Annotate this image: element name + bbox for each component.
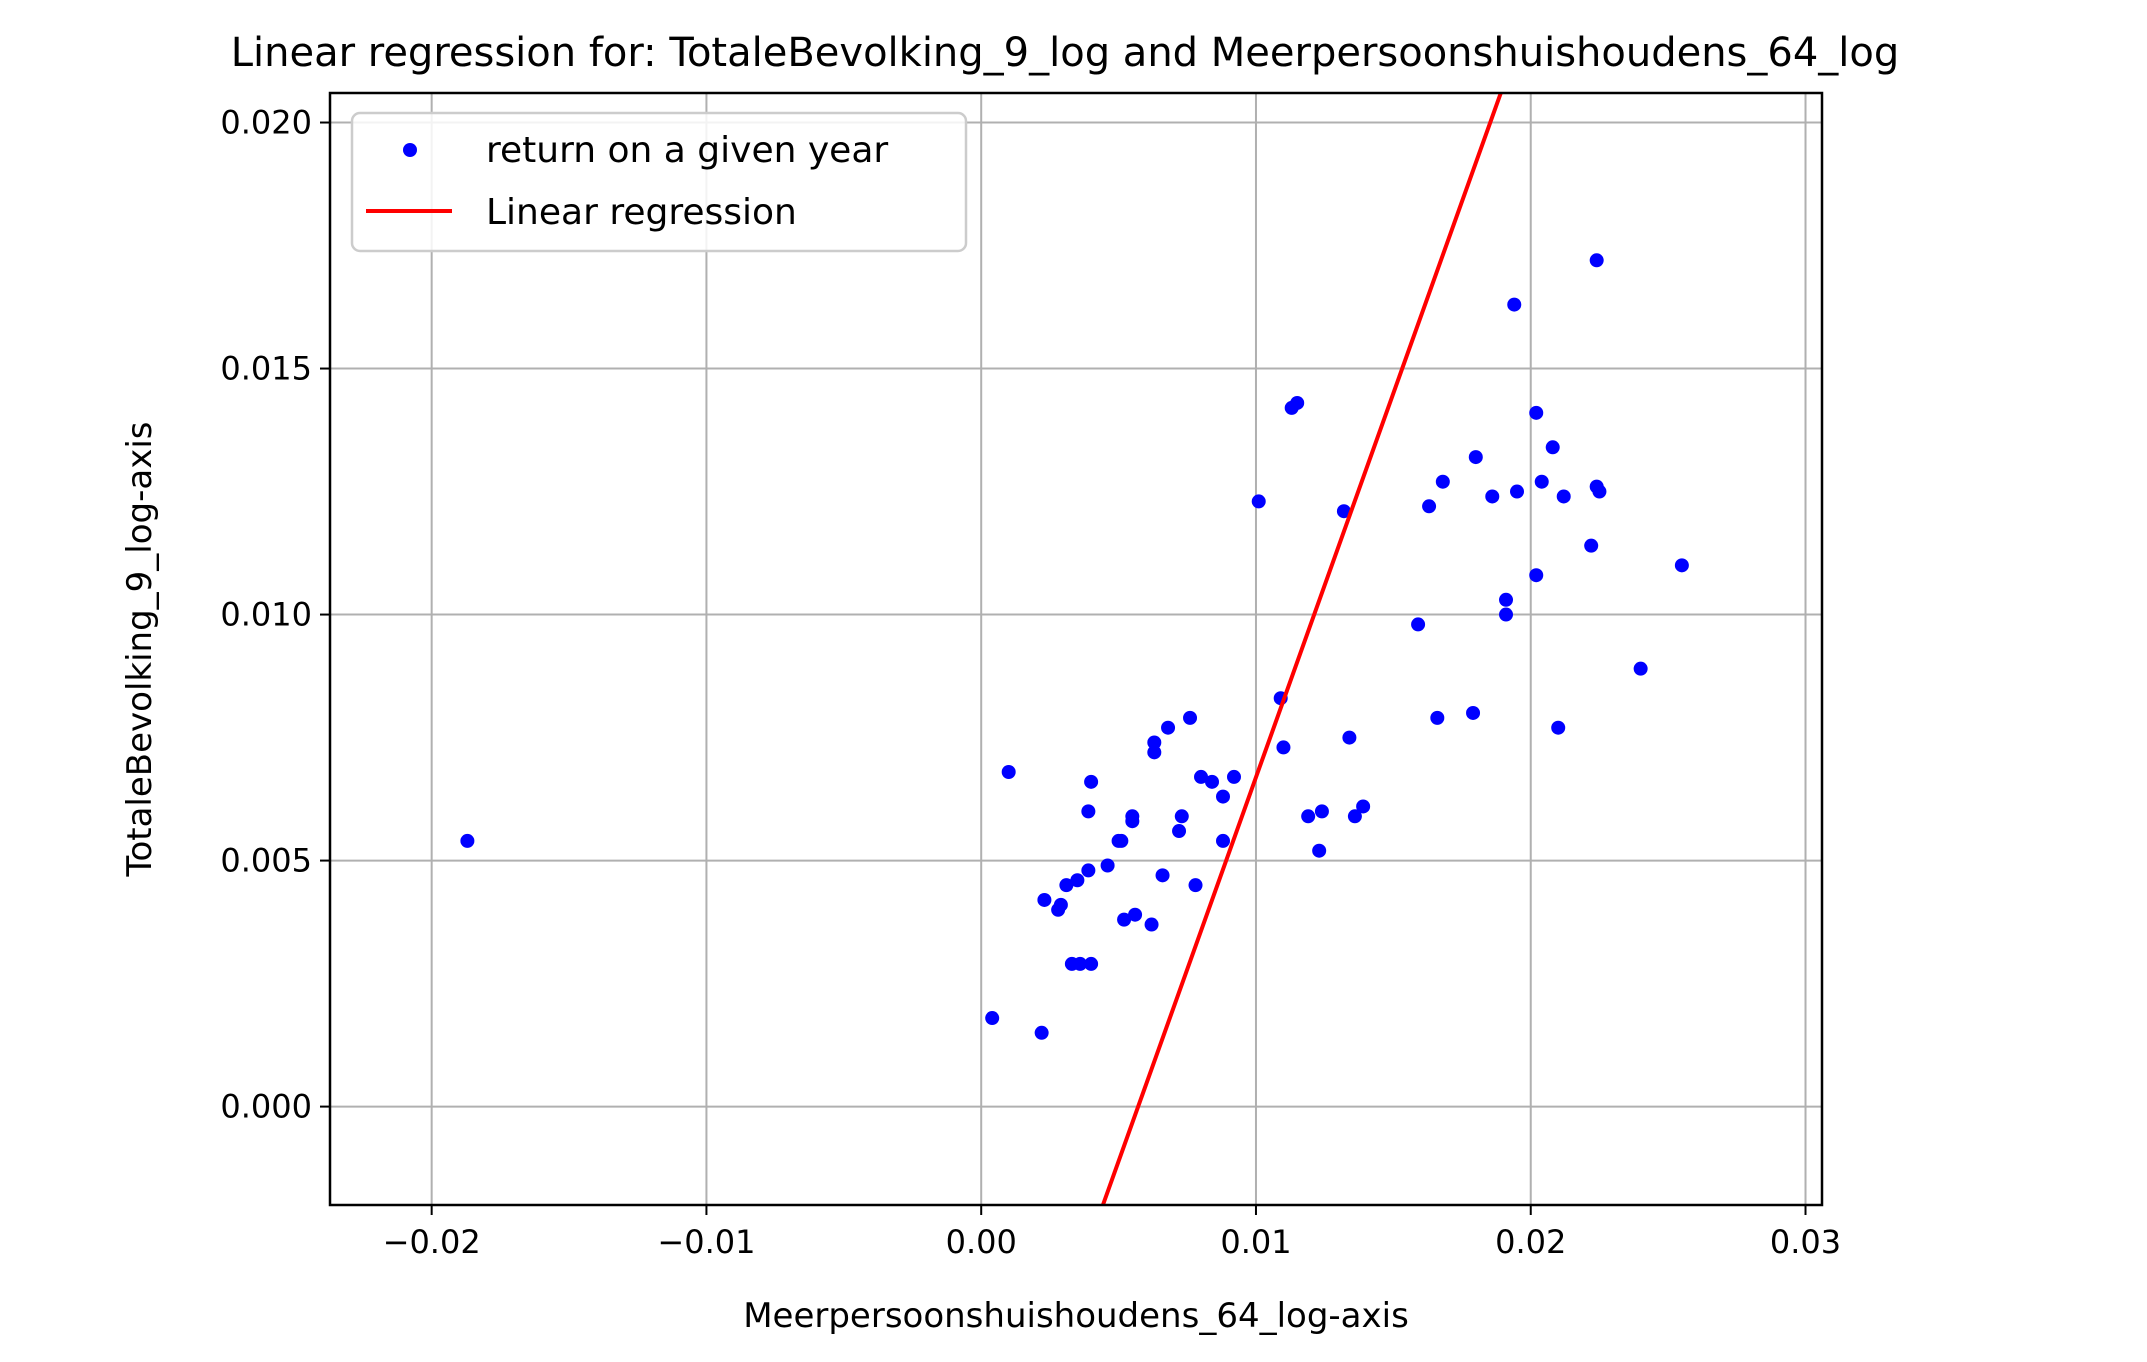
chart-title: Linear regression for: TotaleBevolking_9… — [231, 30, 1900, 76]
scatter-point — [1534, 474, 1549, 489]
x-tick-label: −0.01 — [657, 1223, 755, 1261]
scatter-point — [1276, 740, 1291, 755]
y-tick-label: 0.020 — [220, 104, 312, 142]
scatter-point — [1216, 789, 1231, 804]
scatter-point — [1556, 489, 1571, 504]
scatter-point — [1172, 824, 1187, 839]
scatter-point — [1633, 661, 1648, 676]
scatter-point — [1117, 912, 1132, 927]
scatter-point — [1226, 769, 1241, 784]
scatter-point — [1545, 440, 1560, 455]
scatter-point — [1205, 774, 1220, 789]
scatter-point — [1435, 474, 1450, 489]
x-tick-label: 0.00 — [946, 1223, 1017, 1261]
scatter-point — [1084, 774, 1099, 789]
data-layer — [460, 92, 1689, 1206]
scatter-point — [1342, 730, 1357, 745]
scatter-point — [1034, 1025, 1049, 1040]
scatter-point — [1430, 710, 1445, 725]
y-tick-label: 0.005 — [220, 842, 312, 880]
x-axis-label: Meerpersoonshuishoudens_64_log-axis — [743, 1296, 1409, 1336]
scatter-point — [1584, 538, 1599, 553]
y-axis-label: TotaleBevolking_9_log-axis — [120, 421, 160, 877]
scatter-point — [1411, 617, 1426, 632]
scatter-point — [1183, 710, 1198, 725]
legend-label-line: Linear regression — [486, 192, 797, 233]
scatter-point — [1070, 873, 1085, 888]
scatter-point — [1466, 705, 1481, 720]
scatter-point — [1081, 804, 1096, 819]
scatter-point — [1674, 558, 1689, 573]
x-tick-label: −0.02 — [383, 1223, 481, 1261]
scatter-point — [1485, 489, 1500, 504]
scatter-point — [1529, 568, 1544, 583]
scatter-point — [1314, 804, 1329, 819]
scatter-point — [1301, 809, 1316, 824]
scatter-point — [1073, 956, 1088, 971]
scatter-point — [1529, 405, 1544, 420]
scatter-point — [1144, 917, 1159, 932]
scatter-point — [1084, 956, 1099, 971]
x-tick-label: 0.03 — [1770, 1223, 1841, 1261]
scatter-point — [1114, 833, 1129, 848]
scatter-point — [460, 833, 475, 848]
scatter-point — [1188, 878, 1203, 893]
scatter-point — [1081, 863, 1096, 878]
scatter-point — [1356, 799, 1371, 814]
scatter-point — [1161, 720, 1176, 735]
scatter-point — [1347, 809, 1362, 824]
scatter-point — [1059, 878, 1074, 893]
x-tick-label: 0.01 — [1220, 1223, 1291, 1261]
scatter-point — [1216, 833, 1231, 848]
scatter-point — [1510, 484, 1525, 499]
legend: return on a given year Linear regression — [350, 111, 968, 253]
scatter-point — [1468, 450, 1483, 465]
y-tick-label: 0.015 — [220, 350, 312, 388]
scatter-point — [1174, 809, 1189, 824]
scatter-point — [1592, 484, 1607, 499]
scatter-point — [1422, 499, 1437, 514]
scatter-point — [1100, 858, 1115, 873]
scatter-point — [1251, 494, 1266, 509]
legend-box — [350, 111, 968, 253]
scatter-point — [1499, 592, 1514, 607]
scatter-point — [1147, 735, 1162, 750]
scatter-point — [1037, 892, 1052, 907]
scatter-point — [1155, 868, 1170, 883]
scatter-point — [1147, 745, 1162, 760]
scatter-point — [1312, 843, 1327, 858]
legend-label-scatter: return on a given year — [486, 130, 888, 171]
scatter-point — [1290, 395, 1305, 410]
scatter-point — [1336, 504, 1351, 519]
scatter-point — [1001, 765, 1016, 780]
y-tick-label: 0.000 — [220, 1088, 312, 1126]
plot-frame — [328, 91, 1824, 1207]
scatter-point — [985, 1011, 1000, 1026]
y-tick-label: 0.010 — [220, 596, 312, 634]
scatter-point — [1128, 907, 1143, 922]
tick-layer: −0.02 −0.01 0.00 0.01 0.02 0.03 0.000 0.005 0.01… — [220, 104, 1841, 1261]
regression-line — [1101, 92, 1503, 1206]
scatter-point — [1053, 897, 1068, 912]
legend-scatter-marker — [403, 143, 417, 157]
scatter-point — [1507, 297, 1522, 312]
scatter-point — [1499, 607, 1514, 622]
scatter-point — [1551, 720, 1566, 735]
scatter-point — [1589, 253, 1604, 268]
scatter-point — [1125, 809, 1140, 824]
x-tick-label: 0.02 — [1495, 1223, 1566, 1261]
scatter-point — [1194, 769, 1209, 784]
